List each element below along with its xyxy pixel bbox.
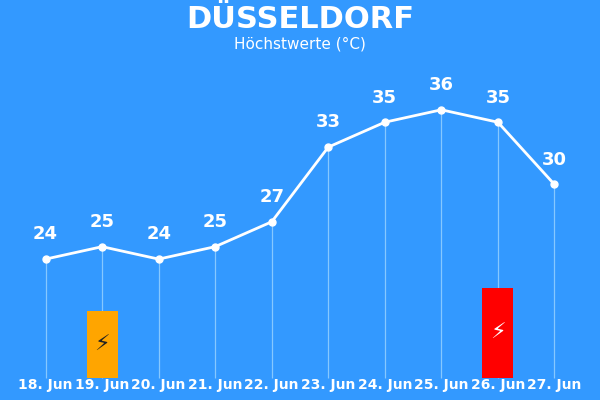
- Bar: [482, 288, 514, 378]
- Text: ⚡: ⚡: [490, 323, 506, 343]
- Text: 33: 33: [316, 114, 341, 132]
- Text: 23. Jun: 23. Jun: [301, 378, 355, 392]
- Text: ⚡: ⚡: [94, 334, 110, 354]
- Text: 27. Jun: 27. Jun: [527, 378, 581, 392]
- Bar: [86, 311, 118, 378]
- Text: 30: 30: [542, 151, 567, 169]
- Text: 25. Jun: 25. Jun: [414, 378, 469, 392]
- Text: 35: 35: [373, 88, 397, 106]
- Text: 25: 25: [89, 213, 115, 231]
- Text: 25: 25: [203, 213, 227, 231]
- Text: 21. Jun: 21. Jun: [188, 378, 242, 392]
- Text: 18. Jun: 18. Jun: [19, 378, 73, 392]
- Text: 35: 35: [485, 88, 511, 106]
- Text: 27: 27: [259, 188, 284, 206]
- Text: 20. Jun: 20. Jun: [131, 378, 186, 392]
- Text: 22. Jun: 22. Jun: [244, 378, 299, 392]
- Text: Höchstwerte (°C): Höchstwerte (°C): [234, 37, 366, 52]
- Text: 24: 24: [33, 226, 58, 244]
- Text: 24: 24: [146, 226, 171, 244]
- Text: 19. Jun: 19. Jun: [75, 378, 130, 392]
- Text: 24. Jun: 24. Jun: [358, 378, 412, 392]
- Text: 26. Jun: 26. Jun: [470, 378, 525, 392]
- Text: 36: 36: [429, 76, 454, 94]
- Text: DÜSSELDORF: DÜSSELDORF: [186, 5, 414, 34]
